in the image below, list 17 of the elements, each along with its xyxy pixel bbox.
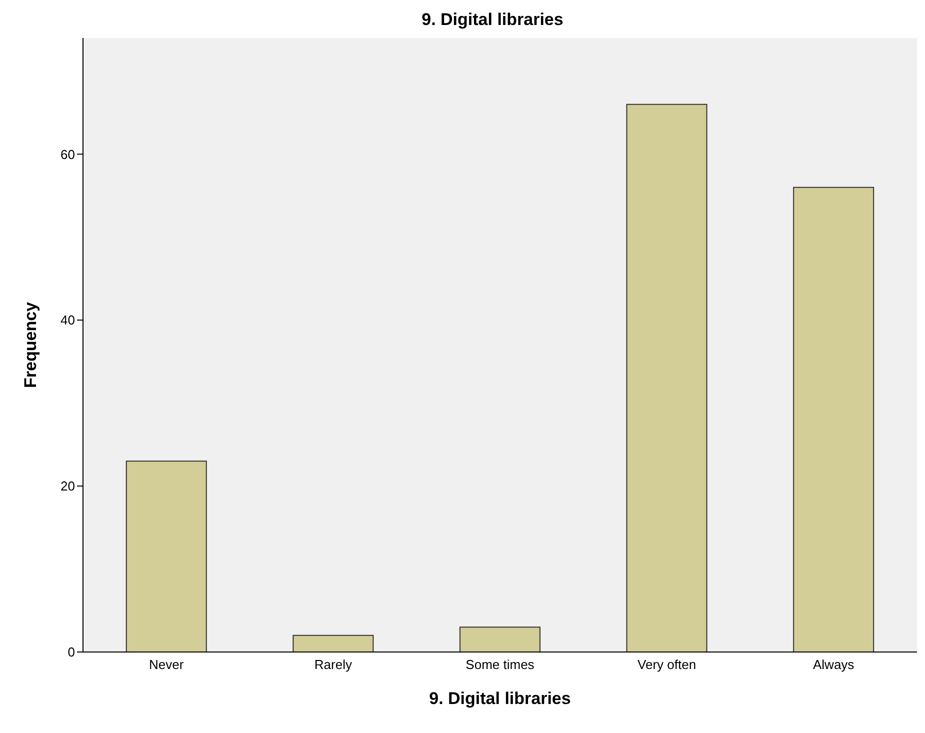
y-axis-title: Frequency (21, 301, 40, 388)
x-tick-label: Always (813, 657, 855, 672)
y-tick-label: 60 (60, 146, 75, 162)
bar (292, 634, 374, 652)
bar (793, 186, 874, 652)
bar (126, 460, 207, 652)
y-tick-label: 20 (60, 478, 75, 494)
x-tick-label: Very often (638, 657, 696, 672)
y-tick-label: 0 (68, 644, 75, 660)
bar (459, 626, 540, 652)
x-tick-label: Some times (466, 657, 535, 672)
x-axis-title: 9. Digital libraries (429, 689, 571, 708)
bar (626, 104, 708, 652)
chart-title: 9. Digital libraries (420, 9, 564, 31)
x-tick-label: Never (149, 657, 184, 672)
x-tick-label: Rarely (314, 657, 352, 672)
y-tick-label: 40 (60, 312, 75, 328)
